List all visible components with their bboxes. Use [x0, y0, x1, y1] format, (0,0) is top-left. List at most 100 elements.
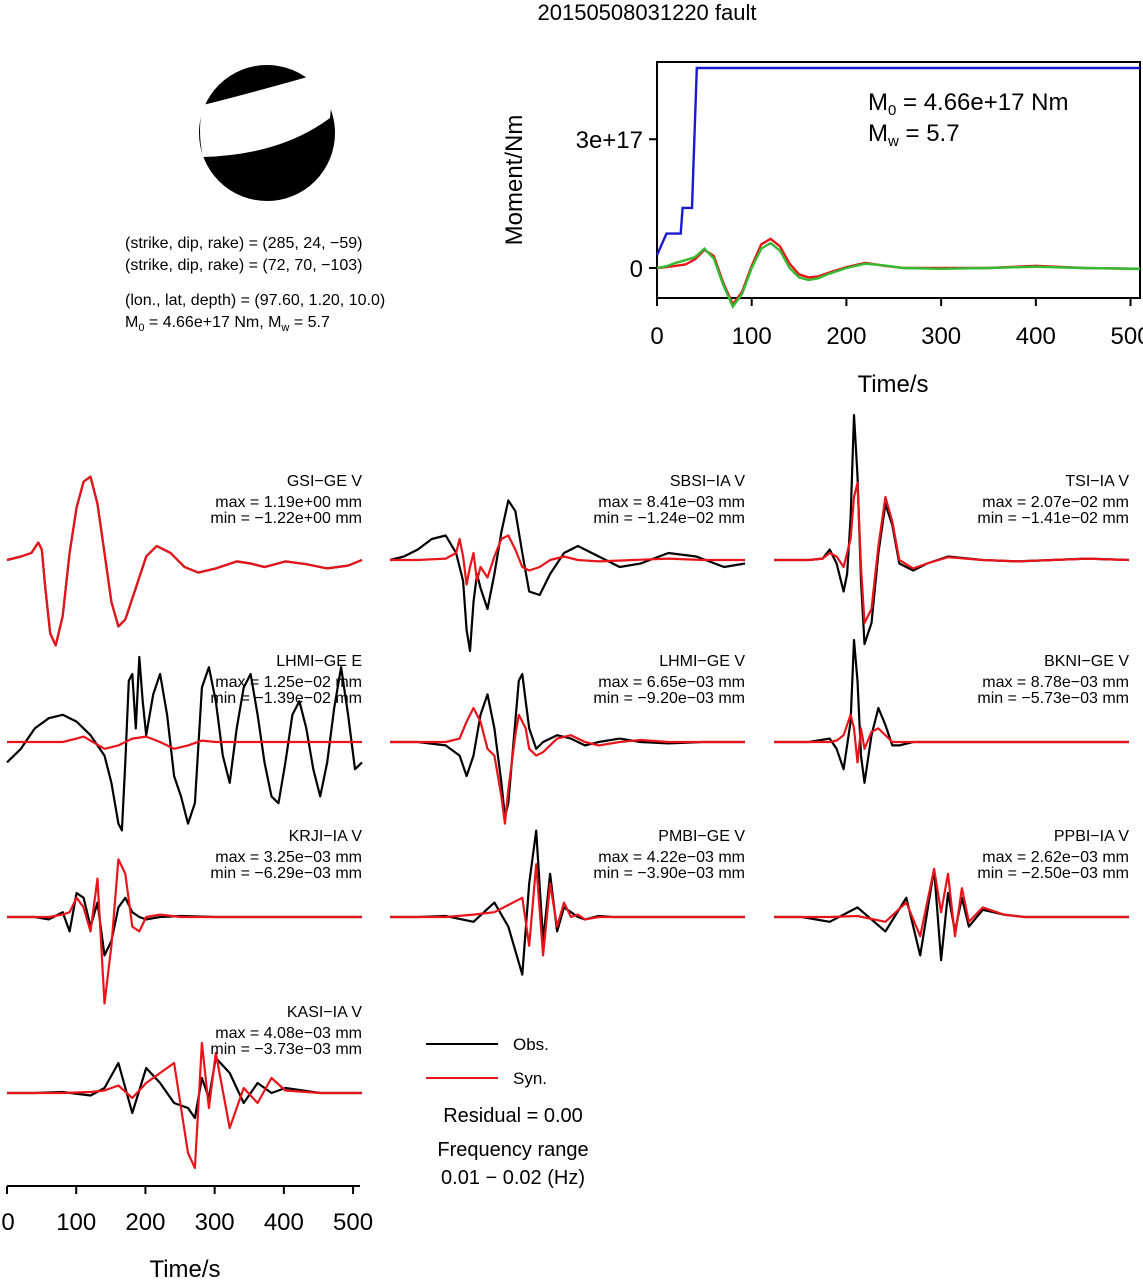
beachball — [199, 65, 335, 201]
min-amplitude: min = −9.20e−03 mm — [593, 690, 745, 707]
moment-x-tick-label: 300 — [921, 323, 961, 350]
legend-obs-label: Obs. — [513, 1035, 549, 1054]
ann-mw-sym: M — [868, 120, 888, 147]
time-axis-tick-label: 200 — [125, 1209, 165, 1236]
legend: Obs. Syn. — [426, 1035, 549, 1088]
source-info: (strike, dip, rake) = (285, 24, −59) (st… — [125, 235, 385, 334]
observed-waveform — [7, 1056, 362, 1120]
figure-title: 20150508031220 fault — [538, 0, 757, 25]
mw-value: = 5.7 — [289, 314, 330, 331]
moment-y-ticks: 0 3e+17 — [576, 127, 657, 283]
min-amplitude: min = −6.29e−03 mm — [210, 865, 362, 882]
ann-m0-sub: 0 — [888, 102, 896, 119]
moment-series-0 — [655, 66, 1140, 256]
station-label: TSI−IA V — [1065, 473, 1129, 490]
time-axis-tick-label: 100 — [56, 1209, 96, 1236]
synthetic-waveform — [774, 867, 1129, 938]
moment-plot: 0 100 200 300 400 500 0 3e+17 Moment/Nm Time/s… — [501, 61, 1143, 398]
moment-m0-annotation: M0 = 4.66e+17 Nm — [868, 89, 1068, 119]
observed-waveform — [389, 499, 746, 653]
station-label: KASI−IA V — [287, 1004, 362, 1021]
frequency-range-label: Frequency range — [437, 1139, 588, 1161]
ann-m0-sym: M — [868, 89, 888, 116]
min-amplitude: min = −5.73e−03 mm — [977, 690, 1129, 707]
m0-symbol: M — [125, 314, 138, 331]
synthetic-waveform — [390, 863, 745, 957]
min-amplitude: min = −1.22e+00 mm — [210, 510, 362, 527]
max-amplitude: max = 1.25e−02 mm — [215, 674, 362, 691]
min-amplitude: min = −3.90e−03 mm — [593, 865, 745, 882]
m0-subscript: 0 — [138, 322, 144, 334]
station-label: SBSI−IA V — [670, 473, 745, 490]
max-amplitude: max = 8.78e−03 mm — [982, 674, 1129, 691]
moment-y-tick-label: 3e+17 — [576, 127, 643, 154]
moment-series-group — [655, 66, 1141, 309]
moment-mw-annotation: Mw = 5.7 — [868, 120, 960, 150]
time-axis-tick-label: 400 — [264, 1209, 304, 1236]
observed-waveform — [774, 414, 1130, 646]
station-label: BKNI−GE V — [1044, 653, 1129, 670]
synthetic-waveform — [7, 858, 362, 1005]
min-amplitude: min = −1.24e−02 mm — [593, 510, 745, 527]
beachball-white-sector — [200, 72, 331, 157]
synthetic-waveform — [7, 1041, 362, 1170]
time-axis-tick-label: 0 — [1, 1209, 14, 1236]
max-amplitude: max = 4.22e−03 mm — [598, 849, 745, 866]
moment-series-2 — [656, 241, 1141, 309]
moment-magnitude-line: M0 = 4.66e+17 Nm, Mw = 5.7 — [125, 314, 330, 334]
moment-x-label: Time/s — [857, 371, 928, 398]
moment-x-tick-label: 100 — [732, 323, 772, 350]
moment-x-tick-label: 200 — [826, 323, 866, 350]
moment-x-tick-label: 500 — [1111, 323, 1143, 350]
mw-subscript: w — [280, 322, 289, 334]
moment-series-1 — [656, 237, 1141, 307]
synthetic-waveform — [7, 735, 362, 750]
synthetic-waveform — [390, 706, 745, 825]
waveform-time-axis: 0 100 200 300 400 500 Time/s — [1, 1185, 373, 1281]
station-label: PMBI−GE V — [658, 828, 745, 845]
station-label: LHMI−GE E — [276, 653, 362, 670]
ann-mw-text: = 5.7 — [899, 120, 960, 147]
moment-x-tick-label: 400 — [1016, 323, 1056, 350]
max-amplitude: max = 6.65e−03 mm — [598, 674, 745, 691]
observed-waveform — [390, 672, 745, 818]
max-amplitude: max = 8.41e−03 mm — [598, 494, 745, 511]
observed-waveform — [7, 891, 362, 957]
max-amplitude: max = 2.07e−02 mm — [982, 494, 1129, 511]
nodal-plane-2: (strike, dip, rake) = (72, 70, −103) — [125, 257, 362, 274]
location-depth: (lon., lat, depth) = (97.60, 1.20, 10.0) — [125, 292, 385, 309]
min-amplitude: min = −2.50e−03 mm — [977, 865, 1129, 882]
frequency-range-value: 0.01 − 0.02 (Hz) — [441, 1167, 585, 1189]
synthetic-waveform — [6, 475, 363, 647]
time-axis-tick-label: 300 — [195, 1209, 235, 1236]
synthetic-waveform — [390, 534, 745, 586]
moment-y-label: Moment/Nm — [501, 115, 528, 246]
time-axis-tick-label: 500 — [333, 1209, 373, 1236]
station-label: PPBI−IA V — [1054, 828, 1129, 845]
min-amplitude: min = −1.41e−02 mm — [977, 510, 1129, 527]
station-label: GSI−GE V — [287, 473, 362, 490]
legend-syn-label: Syn. — [513, 1069, 547, 1088]
ann-m0-text: = 4.66e+17 Nm — [896, 89, 1068, 116]
min-amplitude: min = −1.39e−02 mm — [210, 690, 362, 707]
moment-x-tick-label: 0 — [650, 323, 663, 350]
max-amplitude: max = 1.19e+00 mm — [215, 494, 362, 511]
m0-value: = 4.66e+17 Nm, M — [144, 314, 281, 331]
synthetic-waveform — [774, 713, 1129, 764]
max-amplitude: max = 3.25e−03 mm — [215, 849, 362, 866]
nodal-plane-1: (strike, dip, rake) = (285, 24, −59) — [125, 235, 362, 252]
station-label: KRJI−IA V — [289, 828, 363, 845]
max-amplitude: max = 4.08e−03 mm — [215, 1025, 362, 1042]
time-axis-label: Time/s — [149, 1256, 220, 1281]
